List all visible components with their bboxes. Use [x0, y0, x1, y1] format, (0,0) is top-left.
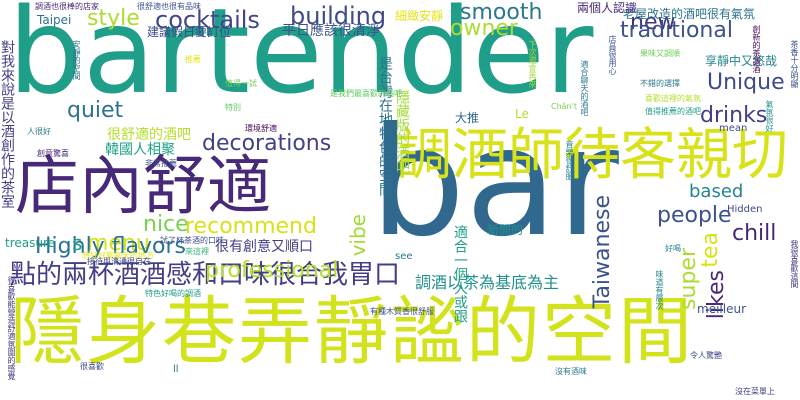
- word-small-26: 值得推薦的酒吧: [645, 107, 701, 116]
- word-smooth: smooth: [460, 0, 543, 25]
- word-small-10: 試了杯茶酒的口味: [160, 236, 224, 245]
- word-based: based: [689, 181, 744, 202]
- word-small-3: 創意驚喜: [37, 149, 69, 158]
- word-two-people: 兩個人認識: [577, 1, 638, 15]
- word-small-25: 喜歡這裡的氣氛: [645, 94, 701, 103]
- word-tea: tea: [698, 232, 723, 268]
- word-small-12: 人很好: [27, 127, 51, 136]
- word-drinks: drinks: [700, 103, 768, 128]
- word-solo-friendly: 適合一個人或跟: [452, 225, 468, 323]
- word-small-4: 想好好聊聊天的地方: [82, 251, 154, 260]
- word-chant: Chân't: [551, 102, 577, 111]
- word-recommend: recommend: [185, 214, 317, 239]
- word-small-23: 來這裡: [185, 247, 209, 256]
- word-highly-flavors-visible: Highly flavors: [35, 234, 187, 259]
- word-small-6: 不錯的選擇: [640, 79, 680, 88]
- word-bartender: bartender: [8, 0, 594, 120]
- word-hidden-quiet-space: 隱身巷弄靜謐的空間: [10, 289, 694, 375]
- word-cozy-inside: 店內舒適: [15, 150, 271, 224]
- word-small-34: 適合聊天的酒吧: [580, 60, 589, 116]
- word-small-1: 很舒適也很有品味: [137, 2, 201, 11]
- word-recommend-zh: 大推: [455, 111, 480, 125]
- word-small-35: 音樂很舒服: [565, 140, 574, 180]
- word-local-space: 是台灣在地特色的空間: [377, 56, 393, 196]
- word-chill: chill: [732, 221, 777, 246]
- word-delicate: 細緻安靜: [395, 9, 444, 23]
- word-cocktails: cocktails: [155, 6, 260, 34]
- word-quiet-weekday: 平日應該很清淨: [282, 23, 380, 39]
- word-mean: mean: [719, 123, 748, 134]
- word-small-30: 創新的茶調酒: [752, 25, 761, 73]
- word-small-33: 我很喜歡這間: [790, 240, 799, 288]
- word-small-24: 特色好喝的調酒: [145, 289, 201, 298]
- word-new: new: [630, 10, 676, 35]
- word-bar: bar: [370, 96, 619, 270]
- word-quiet: quiet: [67, 98, 124, 123]
- word-small-11: 很喜歡: [80, 362, 104, 371]
- word-creative: 很有創意又順口: [215, 239, 313, 255]
- word-small-2: 很喜歡能營造舒適氛圍的感覺: [7, 276, 16, 380]
- word-old-house: 老屋改造的酒吧很有氣氛: [623, 7, 756, 21]
- word-style: style: [87, 6, 140, 31]
- word-reserve: 建議假日要訂位: [147, 25, 232, 39]
- word-tea-room: 對我來說是以酒創作的茶室: [0, 40, 15, 208]
- word-small-18: 推薦: [185, 55, 201, 64]
- word-small-14: 果味又調順: [640, 49, 680, 58]
- word-people: people: [657, 203, 732, 228]
- word-s: s: [72, 231, 83, 255]
- word-small-27: 下次還會再來: [528, 40, 537, 88]
- word-small-19: 沒在菜單上: [735, 387, 775, 396]
- word-professional: professional: [205, 258, 339, 283]
- word-small-20: 值得一試: [225, 79, 257, 88]
- word-vibe: vibe: [346, 214, 370, 257]
- word-taiwanese: Taiwanese: [590, 195, 615, 309]
- word-small-22: 接待與溝通很自在: [87, 257, 151, 266]
- word-korean: 韓國人相聚: [105, 142, 175, 158]
- word-small-5: 是我們最喜歡的酒吧: [330, 89, 402, 98]
- word-traditional: traditional: [620, 18, 733, 43]
- word-small-31: 茶香十分明顯: [790, 40, 799, 88]
- word-building: building: [290, 2, 387, 30]
- word-small-9: 非常推薦: [145, 159, 177, 168]
- word-small-28: 安靜的空間: [72, 40, 81, 80]
- word-hidden: Hidden: [727, 204, 763, 215]
- word-tea-based: 調酒以茶為基底為主: [415, 273, 560, 292]
- word-newly-opened: 新開的: [487, 223, 524, 237]
- word-ll: ll: [173, 364, 179, 375]
- word-treasure: treasure: [5, 236, 56, 250]
- word-decorations: decorations: [202, 131, 332, 156]
- word-nice: nice: [143, 212, 189, 237]
- word-small-32: 味道有層次: [655, 270, 664, 310]
- word-meilleur: meilleur: [697, 302, 746, 316]
- word-owner: owner: [450, 16, 518, 41]
- word-super: super: [676, 248, 701, 310]
- word-cozy-bar: 很舒適的酒吧: [107, 127, 191, 143]
- word-small-13: 調酒也很棒的店家: [35, 2, 99, 11]
- word-see: see: [395, 251, 413, 262]
- word-small-16: 令人驚艷: [690, 351, 722, 360]
- word-small-7: 特別: [225, 103, 241, 112]
- word-small-17: 好喝: [665, 244, 681, 253]
- word-unique: Unique: [707, 70, 785, 95]
- word-small-8: 環境舒適: [245, 124, 277, 133]
- word-taipei: Taipei: [37, 13, 72, 27]
- word-le: Le: [515, 107, 529, 121]
- word-menu: menu: [87, 231, 150, 256]
- word-small-21: 有種木質香很舒服: [370, 307, 434, 316]
- word-bartender-friendly: 調酒師待客親切: [396, 123, 788, 188]
- word-small-29: 店員很用心: [608, 35, 617, 75]
- word-two-drinks: 點的兩杯酒酒感和口味很合我胃口: [10, 260, 401, 290]
- word-small-36: 氣氛很好: [765, 100, 774, 132]
- word-hidden-bar: 隱藏版的酒吧: [394, 90, 410, 174]
- word-relaxed: 享靜中又悠哉: [705, 54, 778, 68]
- word-small-15: 沒有酒味: [555, 367, 587, 376]
